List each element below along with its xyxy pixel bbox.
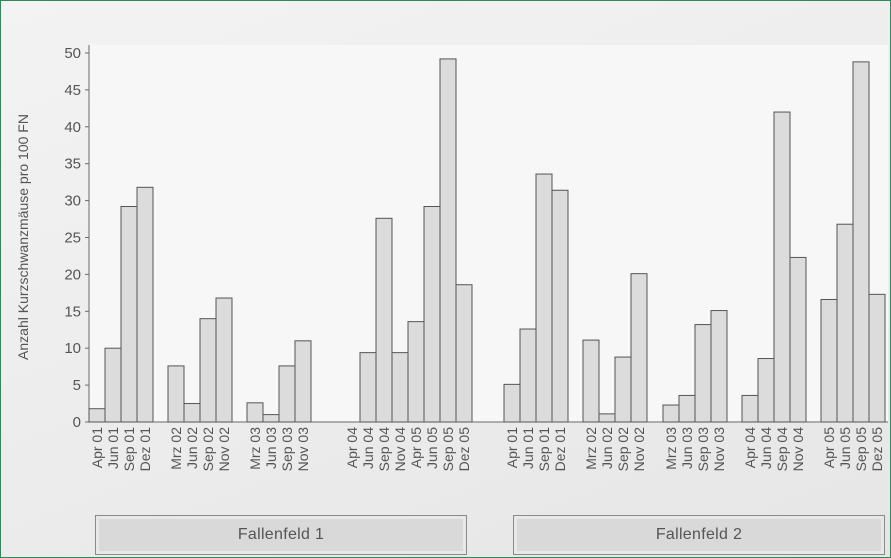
bar xyxy=(375,217,393,423)
bar xyxy=(836,223,854,423)
x-tick-label: Dez 01 xyxy=(552,427,568,472)
y-tick-label: 25 xyxy=(64,230,81,247)
y-tick-label: 50 xyxy=(64,45,81,62)
x-tick-label: Nov 03 xyxy=(711,427,727,472)
x-tick-label: Sep 01 xyxy=(121,427,137,472)
x-tick-label: Jun 04 xyxy=(758,427,774,469)
y-tick-label: 20 xyxy=(64,266,81,283)
x-tick-label: Sep 05 xyxy=(853,427,869,472)
x-tick-label: Apr 01 xyxy=(504,427,520,468)
x-tick-label: Sep 02 xyxy=(615,427,631,472)
x-tick-label: Apr 04 xyxy=(344,427,360,468)
x-tick-label: Mrz 02 xyxy=(168,427,184,470)
bar xyxy=(852,61,870,423)
bar xyxy=(820,298,838,423)
x-tick-label: Nov 03 xyxy=(295,427,311,472)
x-tick-label: Nov 02 xyxy=(216,427,232,472)
x-tick-label: Mrz 03 xyxy=(247,427,263,470)
x-tick-label: Nov 04 xyxy=(392,427,408,472)
bar xyxy=(423,206,441,423)
bar xyxy=(136,186,154,423)
x-tick-label: Sep 04 xyxy=(376,427,392,472)
x-tick-label: Dez 05 xyxy=(869,427,885,472)
bar xyxy=(407,321,425,423)
y-tick-label: 40 xyxy=(64,119,81,136)
bar xyxy=(694,324,712,423)
x-tick-label: Jun 03 xyxy=(263,427,279,469)
bar xyxy=(630,273,648,423)
x-tick-label: Sep 03 xyxy=(279,427,295,472)
y-tick-label: 10 xyxy=(64,340,81,357)
bar xyxy=(551,189,569,423)
group-label-fallenfeld-1: Fallenfeld 1 xyxy=(95,515,467,555)
x-tick-label: Sep 03 xyxy=(695,427,711,472)
bar xyxy=(359,352,377,423)
y-tick-label: 15 xyxy=(64,303,81,320)
bar xyxy=(868,293,886,423)
bar xyxy=(215,297,233,423)
bar xyxy=(199,318,217,423)
bar xyxy=(662,404,680,423)
bar xyxy=(167,365,185,423)
x-tick-label: Dez 01 xyxy=(137,427,153,472)
x-tick-label: Dez 05 xyxy=(456,427,472,472)
group-label-fallenfeld-2: Fallenfeld 2 xyxy=(513,515,885,555)
x-tick-label: Mrz 03 xyxy=(663,427,679,470)
y-tick-label: 5 xyxy=(73,377,81,394)
bar xyxy=(598,413,616,423)
x-tick-label: Sep 04 xyxy=(774,427,790,472)
x-tick-label: Apr 04 xyxy=(742,427,758,468)
x-tick-label: Jun 01 xyxy=(105,427,121,469)
y-tick-label: 35 xyxy=(64,156,81,173)
x-tick-label: Nov 02 xyxy=(631,427,647,472)
x-tick-label: Jun 04 xyxy=(360,427,376,469)
bar xyxy=(262,414,280,423)
x-tick-label: Jun 05 xyxy=(837,427,853,469)
bar xyxy=(519,328,537,423)
x-tick-label: Apr 05 xyxy=(408,427,424,468)
x-tick-label: Jun 02 xyxy=(599,427,615,469)
bar xyxy=(582,339,600,423)
bar xyxy=(439,58,457,423)
bar xyxy=(278,365,296,423)
bar xyxy=(246,402,264,423)
x-tick-label: Mrz 02 xyxy=(583,427,599,470)
bar xyxy=(294,340,312,423)
bar xyxy=(678,394,696,423)
x-tick-label: Sep 01 xyxy=(536,427,552,472)
y-tick-label: 45 xyxy=(64,82,81,99)
x-tick-label: Jun 01 xyxy=(520,427,536,469)
bar xyxy=(183,403,201,423)
bar xyxy=(120,206,138,423)
bar xyxy=(741,394,759,423)
y-tick-label: 30 xyxy=(64,193,81,210)
y-tick-label: 0 xyxy=(73,414,81,431)
bar xyxy=(391,352,409,423)
x-tick-label: Nov 04 xyxy=(790,427,806,472)
x-tick-label: Sep 05 xyxy=(440,427,456,472)
bar xyxy=(104,347,122,423)
bar xyxy=(88,408,106,423)
x-tick-label: Jun 05 xyxy=(424,427,440,469)
x-tick-label: Jun 03 xyxy=(679,427,695,469)
bar xyxy=(535,173,553,423)
x-tick-label: Jun 02 xyxy=(184,427,200,469)
x-tick-label: Apr 05 xyxy=(821,427,837,468)
y-axis-label: Anzahl Kurzschwanzmäuse pro 100 FN xyxy=(15,114,31,360)
bar xyxy=(710,310,728,423)
bar xyxy=(773,111,791,423)
bar xyxy=(455,284,473,423)
x-tick-label: Sep 02 xyxy=(200,427,216,472)
bar xyxy=(503,383,521,423)
bar xyxy=(789,256,807,423)
x-tick-label: Apr 01 xyxy=(89,427,105,468)
bar xyxy=(614,356,632,423)
bar xyxy=(757,358,775,423)
